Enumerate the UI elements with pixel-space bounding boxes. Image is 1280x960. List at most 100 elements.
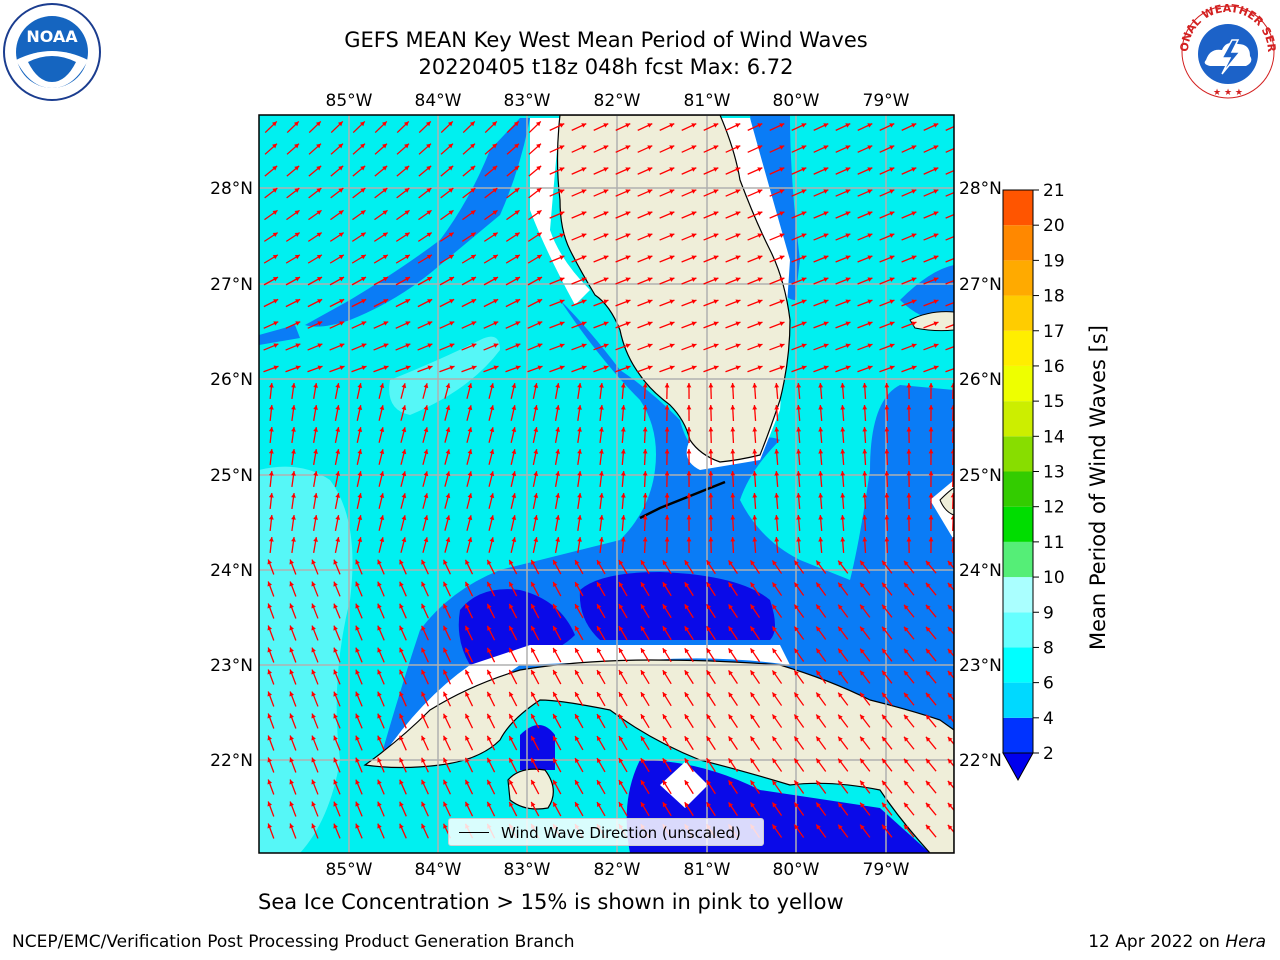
wave-arrow (950, 514, 954, 532)
wave-arrow (267, 823, 275, 839)
wave-arrow (466, 405, 473, 421)
wave-arrow (813, 277, 829, 285)
wave-arrow (684, 647, 694, 663)
wave-arrow (857, 343, 873, 351)
wave-arrow (532, 493, 539, 509)
wave-arrow (749, 780, 761, 794)
wave-arrow (484, 143, 498, 155)
wave-arrow (289, 669, 297, 685)
wave-arrow (620, 448, 626, 466)
wave-arrow (444, 537, 451, 553)
colorbar-tick-label: 2 (1043, 744, 1054, 764)
colorbar-tick-label: 10 (1043, 568, 1065, 588)
wave-arrow (440, 165, 454, 177)
wave-arrow (552, 779, 562, 795)
wave-arrow (747, 321, 763, 329)
wave-arrow (530, 647, 540, 663)
wave-arrow (577, 470, 582, 488)
wave-arrow (862, 426, 868, 444)
wave-arrow (923, 343, 939, 351)
wave-arrow (857, 123, 873, 131)
wave-arrow (637, 145, 653, 153)
wave-arrow (399, 757, 407, 773)
wave-arrow (615, 299, 631, 307)
wave-arrow (642, 426, 648, 444)
wave-arrow (923, 123, 939, 131)
wave-arrow (421, 603, 429, 619)
wave-arrow (771, 714, 783, 728)
wave-arrow (285, 365, 301, 373)
wave-arrow (267, 559, 275, 575)
wave-arrow (596, 603, 606, 619)
wave-arrow (291, 514, 296, 532)
wave-arrow (378, 405, 385, 421)
wave-arrow (840, 382, 846, 400)
wave-arrow (840, 536, 846, 554)
wave-arrow (291, 536, 296, 554)
wave-arrow (396, 120, 410, 134)
wave-arrow (857, 145, 873, 153)
wave-arrow (947, 802, 954, 812)
wave-arrow (728, 779, 738, 795)
wave-arrow (373, 254, 389, 264)
wave-arrow (906, 404, 912, 422)
wave-arrow (813, 189, 829, 197)
wave-arrow (440, 143, 454, 155)
wave-arrow (442, 801, 452, 817)
wave-arrow (950, 426, 954, 444)
wave-arrow (862, 492, 868, 510)
wave-arrow (596, 647, 606, 663)
wave-arrow (486, 625, 496, 641)
wave-arrow (618, 713, 628, 729)
wave-arrow (749, 736, 761, 750)
wave-arrow (352, 120, 366, 134)
wave-arrow (549, 321, 565, 329)
wave-arrow (703, 145, 719, 153)
wave-arrow (263, 365, 279, 373)
wave-arrow (311, 823, 319, 839)
wave-arrow (815, 780, 827, 794)
wave-arrow (835, 189, 851, 197)
wave-arrow (835, 321, 851, 329)
wave-arrow (923, 277, 939, 285)
wave-arrow (313, 427, 318, 443)
wave-arrow (528, 120, 542, 134)
lon-label-bottom: 83°W (504, 860, 551, 880)
wave-arrow (599, 492, 604, 510)
wave-arrow (399, 559, 407, 575)
wave-arrow (747, 123, 763, 131)
wave-arrow (703, 321, 719, 329)
wave-arrow (796, 382, 802, 400)
wave-arrow (769, 123, 785, 131)
wave-arrow (307, 232, 323, 242)
wave-arrow (769, 233, 785, 241)
wave-arrow (747, 365, 763, 373)
wave-arrow (618, 669, 628, 685)
wave-arrow (793, 780, 805, 794)
colorbar-tick-label: 21 (1043, 181, 1065, 201)
wave-arrow (549, 123, 565, 131)
wave-arrow (620, 404, 626, 422)
wave-arrow (752, 514, 758, 532)
colorbar: 2 4 6 8 9 10 11 12 13 14 15 16 17 18 19 20 21 (1002, 181, 1065, 782)
wave-arrow (642, 448, 648, 466)
wave-arrow (637, 167, 653, 175)
wave-arrow (752, 404, 758, 422)
lon-label-top: 83°W (504, 91, 551, 111)
wave-arrow (837, 670, 849, 684)
nodata-fl-gulf-coast (530, 118, 590, 305)
wave-arrow (552, 603, 562, 619)
wave-arrow (313, 515, 318, 531)
wave-arrow (574, 691, 584, 707)
wave-arrow (506, 165, 520, 177)
wave-arrow (706, 625, 716, 641)
wave-arrow (774, 404, 780, 422)
wave-arrow (510, 537, 517, 553)
lat-label-right: 23°N (959, 656, 1002, 676)
wave-arrow (378, 449, 385, 465)
wave-arrow (793, 736, 805, 750)
wave-arrow (791, 123, 807, 131)
wave-arrow (291, 448, 296, 466)
wave-arrow (901, 299, 917, 307)
wave-arrow (400, 449, 407, 465)
